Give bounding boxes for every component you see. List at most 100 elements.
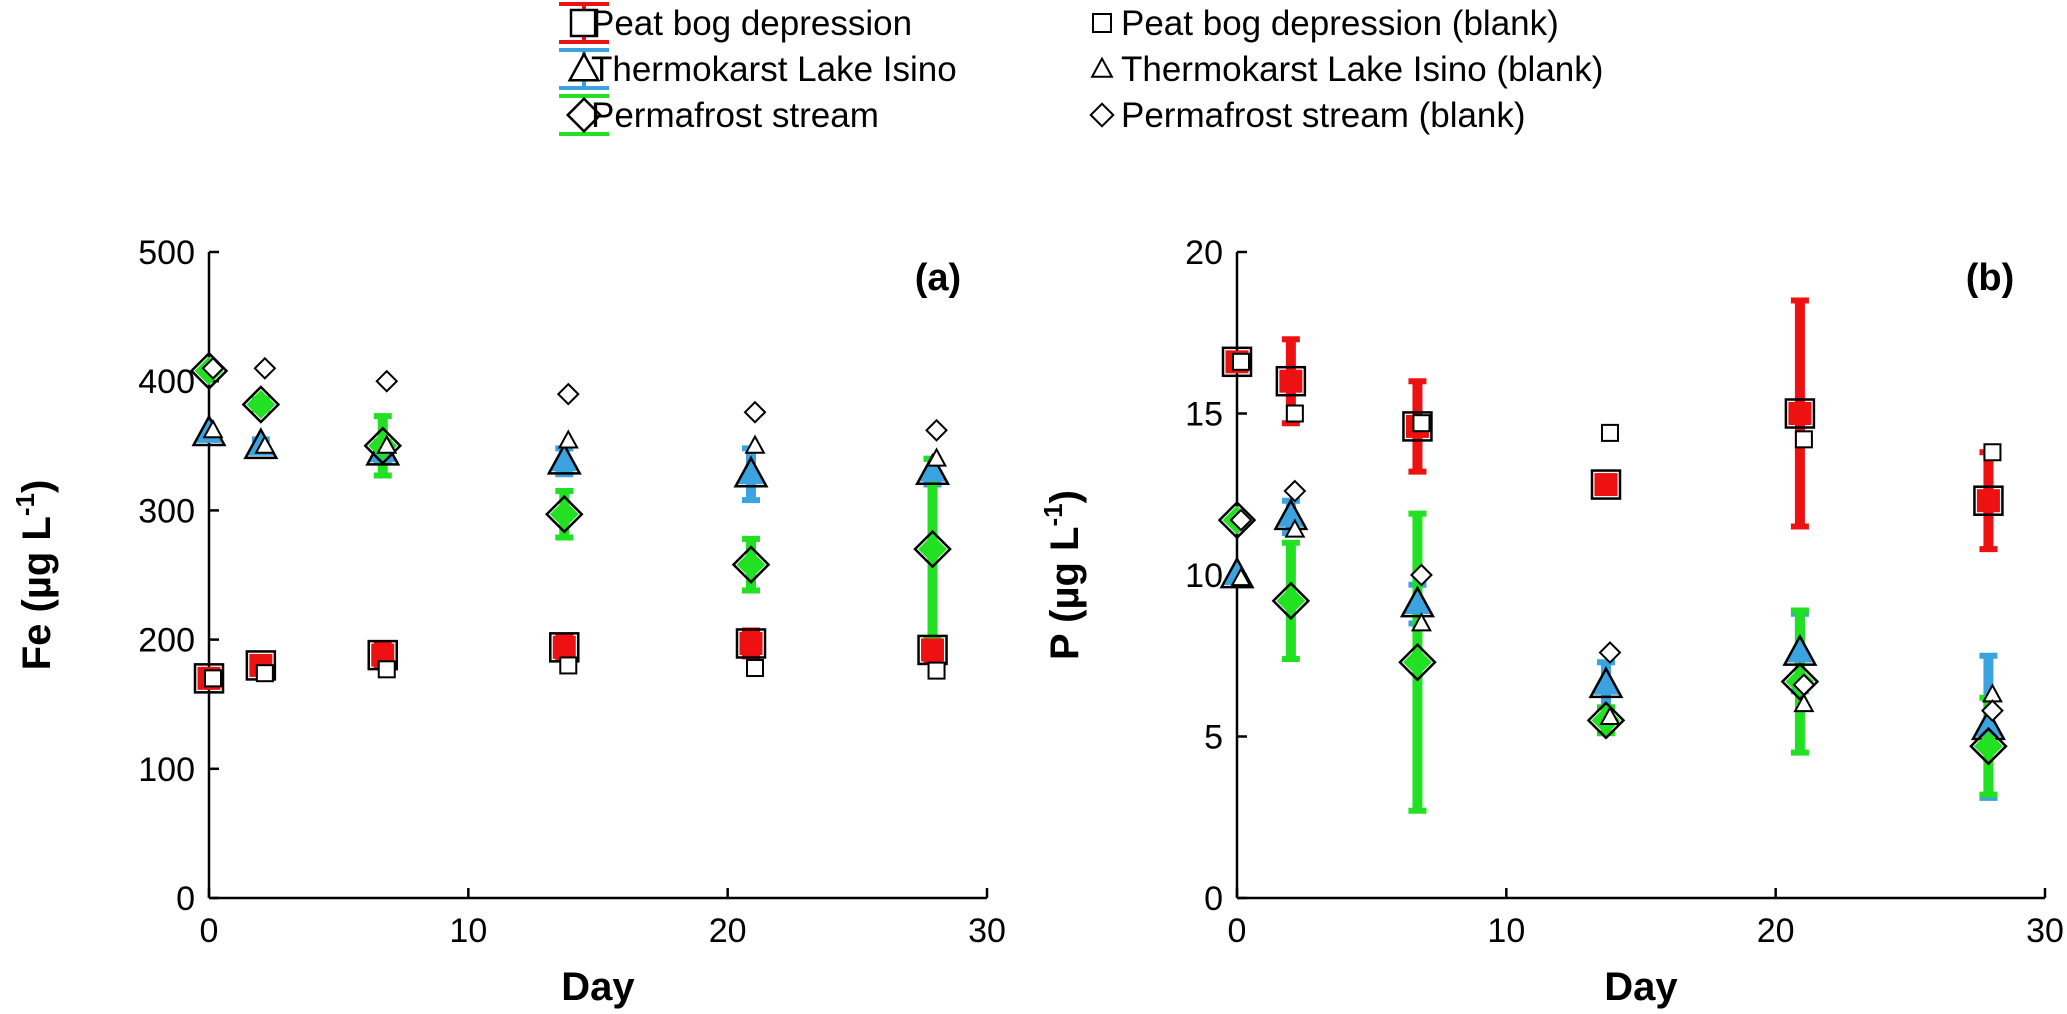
y-tick-label: 300 bbox=[138, 492, 195, 530]
x-tick-label: 20 bbox=[1757, 912, 1795, 950]
data-point-fill bbox=[551, 447, 578, 472]
data-point-fill bbox=[1788, 402, 1812, 425]
y-axis-title-end: ) bbox=[15, 480, 59, 493]
data-point bbox=[1780, 662, 1820, 701]
panel-label: (a) bbox=[915, 257, 961, 299]
blank-data-point bbox=[1598, 641, 1622, 664]
blank-data-point bbox=[1600, 423, 1619, 442]
x-tick-label: 0 bbox=[1228, 912, 1247, 950]
data-point bbox=[1402, 411, 1433, 442]
data-point bbox=[735, 628, 767, 659]
legend: Peat bog depression Peat bog depression (… bbox=[559, 2, 1603, 136]
blank-data-point bbox=[201, 356, 225, 380]
legend-item-peat_blank: Peat bog depression (blank) bbox=[1092, 4, 1559, 43]
blank-data-point bbox=[202, 419, 224, 439]
x-tick-label: 30 bbox=[2026, 912, 2064, 950]
legend-label-stream_blank: Permafrost stream (blank) bbox=[1121, 96, 1526, 135]
data-point-fill bbox=[1279, 369, 1303, 393]
series-peat-bog-depression-blank bbox=[1232, 352, 2002, 462]
series-permafrost-stream bbox=[251, 396, 942, 643]
diamond-icon bbox=[565, 96, 603, 134]
y-axis-title-main: Fe (µg L bbox=[15, 516, 59, 670]
legend-item-stream_blank: Permafrost stream (blank) bbox=[1089, 96, 1526, 135]
blank-data-point bbox=[1412, 414, 1431, 433]
data-point bbox=[1784, 398, 1816, 429]
blank-data-point bbox=[1983, 443, 2002, 462]
legend-item-stream: Permafrost stream bbox=[559, 94, 879, 136]
legend-label-peat: Peat bog depression bbox=[591, 4, 912, 43]
data-point-fill bbox=[1404, 590, 1431, 615]
data-point bbox=[1398, 642, 1437, 682]
x-tick-label: 0 bbox=[200, 912, 219, 950]
series-peat-bog-depression bbox=[1281, 297, 1998, 553]
panel-label: (b) bbox=[1966, 257, 2015, 299]
blank-data-point bbox=[1284, 518, 1306, 538]
data-point bbox=[1588, 666, 1624, 699]
data-point-fill bbox=[1402, 647, 1432, 677]
y-axis-title-main: P (µg L bbox=[1043, 527, 1087, 660]
data-point-fill bbox=[738, 460, 764, 485]
data-point bbox=[1271, 581, 1311, 621]
data-point-fill bbox=[921, 638, 945, 662]
blank-data-point bbox=[559, 656, 578, 675]
blank-data-point bbox=[1981, 699, 2004, 723]
data-point bbox=[913, 529, 952, 569]
data-point bbox=[1221, 346, 1253, 378]
blank-data-point bbox=[1230, 566, 1252, 587]
data-point-fill bbox=[1276, 586, 1306, 616]
blank-data-point bbox=[1599, 705, 1621, 726]
blank-data-point bbox=[376, 434, 398, 454]
blank-data-point bbox=[927, 661, 946, 680]
data-point-fill bbox=[1594, 473, 1618, 497]
x-tick-label: 20 bbox=[709, 912, 747, 950]
data-point bbox=[241, 385, 281, 424]
triangle-small-icon bbox=[1090, 56, 1114, 78]
series-thermokarst-lake-isino bbox=[251, 436, 942, 504]
square-icon bbox=[569, 8, 599, 38]
data-point bbox=[545, 495, 584, 534]
data-point bbox=[1973, 485, 2004, 516]
data-point bbox=[1219, 556, 1255, 589]
data-point-fill bbox=[1593, 671, 1619, 695]
y-tick-label: 0 bbox=[176, 880, 195, 918]
data-point-fill bbox=[736, 550, 766, 580]
data-point bbox=[731, 545, 771, 584]
data-point bbox=[363, 426, 403, 466]
legend-label-lake: Thermokarst Lake Isino bbox=[591, 50, 957, 89]
data-point bbox=[733, 455, 769, 488]
y-axis-title: P (µg L-1) bbox=[1038, 490, 1087, 660]
series-thermokarst-lake-isino-blank bbox=[202, 419, 948, 467]
y-tick-label: 200 bbox=[138, 622, 195, 660]
data-point bbox=[546, 442, 582, 475]
data-point bbox=[1590, 469, 1622, 500]
y-tick-label: 0 bbox=[1204, 880, 1223, 918]
blank-data-point bbox=[926, 447, 948, 467]
data-point-fill bbox=[549, 499, 579, 529]
x-tick-label: 10 bbox=[449, 912, 487, 950]
square-small-icon bbox=[1092, 13, 1112, 33]
blank-data-point bbox=[255, 664, 274, 683]
data-point bbox=[1586, 701, 1626, 740]
data-point-fill bbox=[918, 534, 947, 564]
blank-data-point bbox=[1794, 430, 1813, 449]
blank-data-point bbox=[744, 434, 766, 454]
data-point bbox=[1969, 726, 2008, 766]
blank-data-point bbox=[925, 418, 948, 442]
blank-data-point bbox=[1410, 612, 1432, 632]
blank-data-point bbox=[1792, 673, 1816, 697]
x-tick-label: 30 bbox=[968, 912, 1006, 950]
y-axis-title-sup: -1 bbox=[10, 493, 40, 516]
markers-thermokarst-lake-isino bbox=[1219, 498, 2006, 741]
blank-data-point bbox=[1793, 692, 1815, 713]
blank-data-point bbox=[253, 356, 277, 380]
legend-label-stream: Permafrost stream bbox=[591, 96, 879, 135]
y-tick-label: 15 bbox=[1185, 396, 1223, 434]
blank-data-point bbox=[1410, 563, 1433, 587]
legend-label-peat_blank: Peat bog depression (blank) bbox=[1121, 4, 1559, 43]
series-permafrost-stream bbox=[1281, 510, 1998, 814]
legend-item-lake: Thermokarst Lake Isino bbox=[559, 48, 957, 90]
blank-data-point bbox=[377, 660, 396, 679]
x-axis-title: Day bbox=[561, 965, 635, 1009]
data-point bbox=[1399, 585, 1435, 618]
data-point-fill bbox=[739, 631, 763, 655]
